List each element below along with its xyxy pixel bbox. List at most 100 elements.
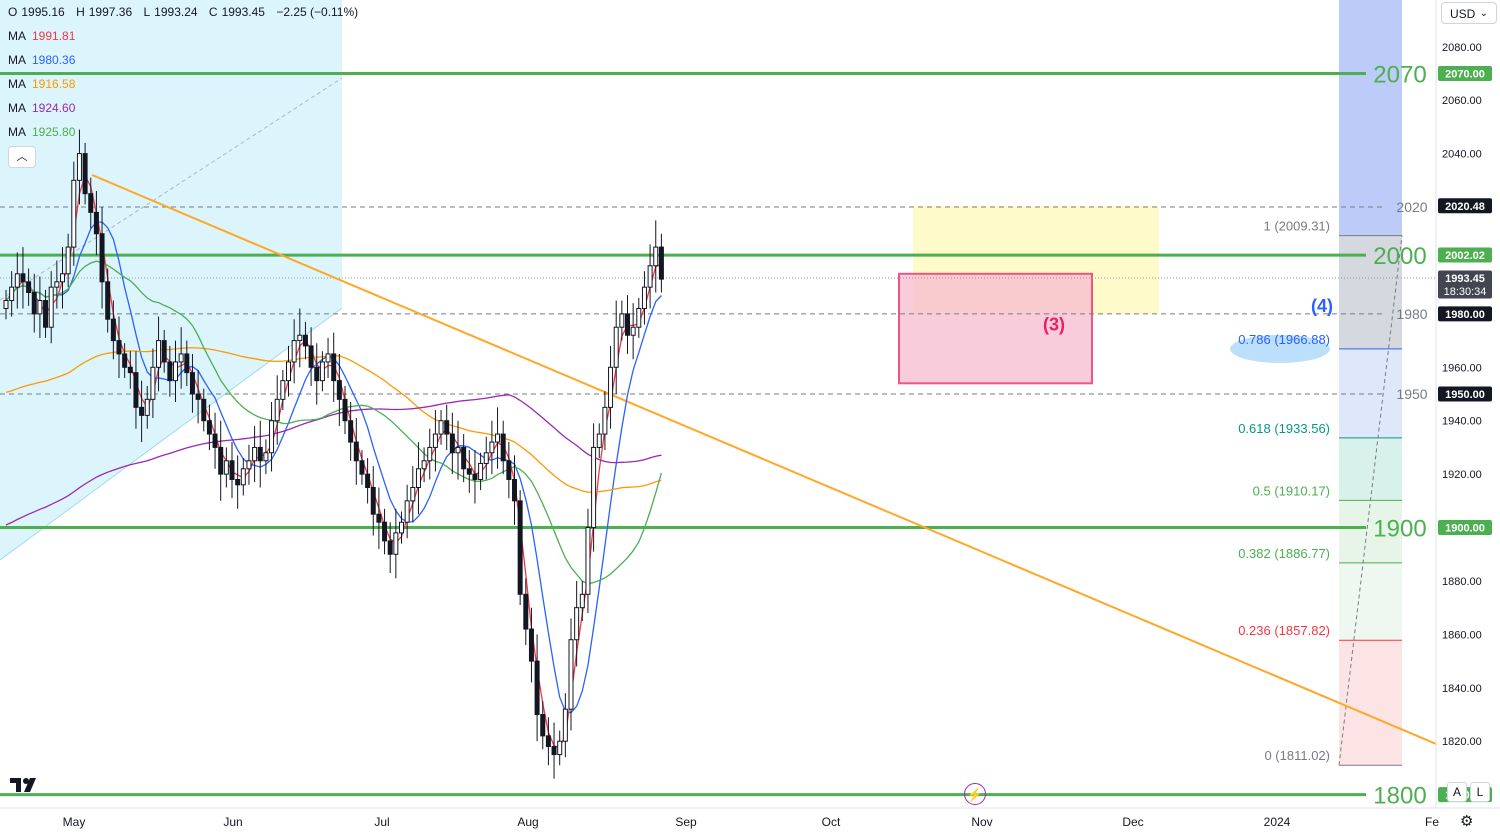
candle-body <box>302 334 308 347</box>
candle-body <box>167 361 173 382</box>
candle-body <box>489 441 495 454</box>
candle-body <box>252 446 258 462</box>
time-axis-label: Jul <box>374 815 389 829</box>
candle-body <box>410 486 416 502</box>
candle-body <box>240 468 246 486</box>
ma-legend-row[interactable]: MA 1991.81 <box>8 29 76 43</box>
auto-scale-button[interactable]: A <box>1447 782 1467 802</box>
currency-select[interactable]: USD ⌄ <box>1441 2 1497 24</box>
candle-body <box>82 153 88 195</box>
log-scale-button[interactable]: L <box>1470 782 1490 802</box>
price-tag <box>1438 306 1492 322</box>
candle-body <box>133 372 139 408</box>
candle-body <box>472 473 478 480</box>
candle-body <box>223 460 229 475</box>
candle-body <box>658 246 664 280</box>
price-tick-label: 1940.00 <box>1442 416 1482 428</box>
price-tick-label: 1880.00 <box>1442 576 1482 588</box>
candle-body <box>596 433 602 448</box>
candle-body <box>455 446 461 454</box>
fib-label: 0.786 (1966.88) <box>1238 332 1330 347</box>
price-tag-label: 1900.00 <box>1445 523 1485 535</box>
candle-body <box>246 460 252 470</box>
candle-body <box>229 460 235 480</box>
candle-body <box>184 353 190 374</box>
candle-body <box>466 468 472 475</box>
candle-body <box>534 660 540 716</box>
candle-body <box>297 334 303 342</box>
candle-body <box>286 361 291 382</box>
price-tick-label: 1860.00 <box>1442 629 1482 641</box>
candle-body <box>257 446 263 462</box>
candle-body <box>342 398 348 422</box>
fib-label: 0.618 (1933.56) <box>1238 421 1330 436</box>
ohlc-readout: O 1995.16 H 1997.36 L 1993.24 C 1993.45 −2.2… <box>8 5 362 19</box>
candle-body <box>427 446 433 462</box>
price-tick-label: 1920.00 <box>1442 469 1482 481</box>
candle-body <box>444 420 450 435</box>
candle-body <box>178 353 184 363</box>
price-tick-label: 1840.00 <box>1442 683 1482 695</box>
collapse-legend-button[interactable]: ︿ <box>8 146 36 168</box>
candle-body <box>353 441 359 462</box>
time-axis[interactable]: May Jun Jul Aug Sep Oct Nov Dec 2024 Fe <box>0 807 1500 829</box>
ma-legend-row[interactable]: MA 1980.36 <box>8 53 76 67</box>
chevron-down-icon: ⌄ <box>1479 8 1488 19</box>
candle-body <box>625 313 630 336</box>
candle-body <box>359 460 365 475</box>
time-axis-label: Nov <box>971 815 992 829</box>
gear-icon[interactable]: ⚙ <box>1460 813 1474 830</box>
candle-body <box>647 265 653 288</box>
candle-body <box>93 211 99 235</box>
candle-body <box>348 420 354 443</box>
candle-body <box>404 500 410 523</box>
candle-body <box>156 340 162 368</box>
time-axis-label: 2024 <box>1264 815 1291 829</box>
level-label: 1900 <box>1373 516 1426 543</box>
candle-body <box>545 735 551 748</box>
triangle-pattern-zone <box>0 0 342 560</box>
candle-body <box>235 478 241 486</box>
price-tag-label: 2070.00 <box>1445 68 1485 80</box>
level-label: 2070 <box>1373 61 1426 88</box>
candle-body <box>517 500 523 595</box>
candle-body <box>387 540 393 555</box>
candle-body <box>189 372 195 395</box>
candle-body <box>478 462 484 480</box>
level-lines: 2070 2000 1900 1800 2020 1980 1950 <box>0 61 1437 810</box>
price-tag-label: 2002.02 <box>1445 250 1485 262</box>
tradingview-logo[interactable] <box>10 776 44 794</box>
candle-body <box>308 345 314 368</box>
ma-legend-row[interactable]: MA 1924.60 <box>8 101 76 115</box>
drawing-zones <box>0 0 1403 766</box>
fib-label: 0.382 (1886.77) <box>1238 546 1330 561</box>
candle-body <box>370 486 376 515</box>
candle-body <box>365 473 371 488</box>
candle-body <box>218 446 224 475</box>
candle-body <box>461 446 467 470</box>
level-label: 1980 <box>1396 306 1427 322</box>
candle-body <box>88 193 94 213</box>
candle-body <box>331 353 337 382</box>
candle-body <box>263 452 269 462</box>
candle-body <box>127 366 133 374</box>
pattern-edge <box>0 307 343 561</box>
candle-body <box>161 340 167 363</box>
candle-body <box>421 460 427 470</box>
lightning-icon[interactable]: ⚡ <box>964 783 986 805</box>
ma-legend-row[interactable]: MA 1916.58 <box>8 77 76 91</box>
fib-zone-top <box>1339 0 1402 236</box>
wave-3-label: (3) <box>1043 315 1065 335</box>
moving-average-lines <box>5 174 663 749</box>
candle-body <box>540 714 546 737</box>
price-tag-label: 1980.00 <box>1445 309 1485 321</box>
candle-body <box>506 460 512 480</box>
candle-body <box>636 308 642 328</box>
ma-legend-row[interactable]: MA 1925.80 <box>8 125 76 139</box>
fib-label: 0.236 (1857.82) <box>1238 623 1330 638</box>
price-axis[interactable]: 1820.00 1840.00 1860.00 1880.00 1920.00 1940.… <box>1435 0 1492 808</box>
wave-3-box <box>898 272 1093 385</box>
ma-value: 1925.80 <box>32 125 76 139</box>
candle-body <box>105 281 111 320</box>
